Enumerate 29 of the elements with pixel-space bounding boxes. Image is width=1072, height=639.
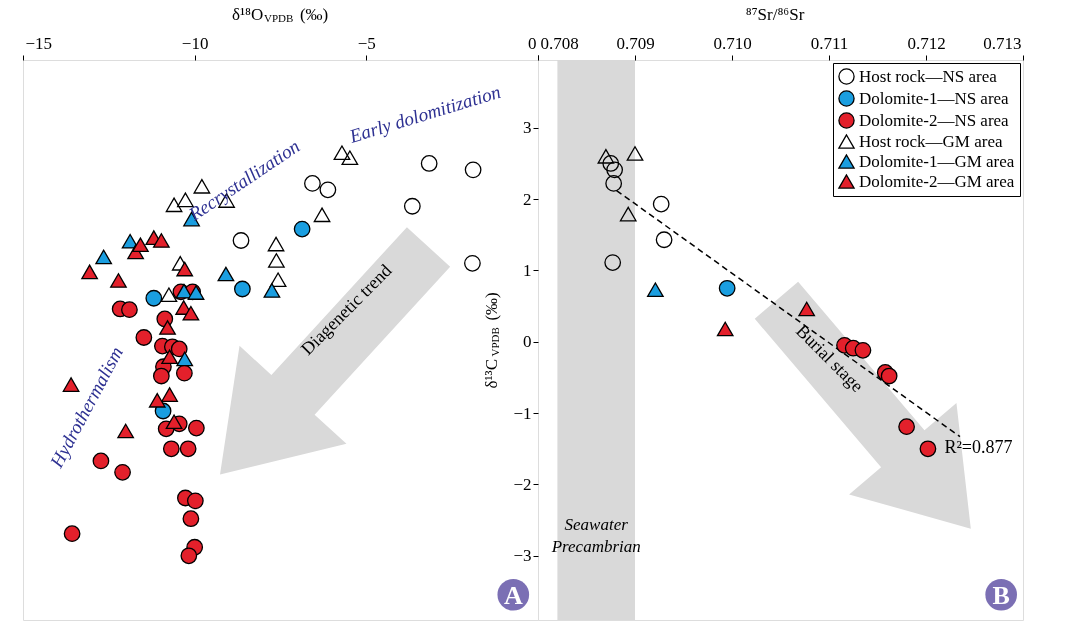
x-tick-label: 0.710 — [713, 33, 752, 53]
x-tick-label: −5 — [357, 33, 376, 53]
annotation: A — [503, 580, 523, 610]
y-tick-label: −3 — [513, 546, 532, 566]
x-axis-title: δ¹⁸OVPDB (‰) — [232, 5, 329, 24]
x-tick-label: −10 — [181, 33, 209, 53]
y-axis-title: δ¹³CVPDB (‰) — [482, 292, 501, 389]
annotation: B — [992, 580, 1010, 610]
x-axis-title: ⁸⁷Sr/⁸⁶Sr — [745, 5, 805, 24]
x-tick-label: 0.711 — [810, 33, 849, 53]
legend-label: Dolomite-1—NS area — [859, 88, 1010, 108]
legend-label: Dolomite-2—NS area — [859, 110, 1010, 130]
y-tick-label: 3 — [523, 118, 532, 138]
x-tick-label: 0.712 — [907, 33, 946, 53]
band-label: Seawater Precambrian — [550, 514, 641, 556]
legend-label: Host rock—GM area — [859, 131, 1003, 151]
y-tick-label: −2 — [513, 474, 532, 494]
x-tick-label: 0.709 — [616, 33, 655, 53]
legend-label: Dolomite-2—GM area — [859, 171, 1015, 191]
legend-label: Host rock—NS area — [859, 66, 998, 86]
y-tick-label: −1 — [513, 403, 532, 423]
x-tick-label: 0.708 — [540, 33, 579, 53]
y-tick-label: 2 — [523, 189, 532, 209]
x-tick-label: 0.713 — [983, 33, 1022, 53]
y-tick-label: 1 — [523, 260, 532, 280]
annotation: R²=0.877 — [944, 437, 1013, 458]
legend-label: Dolomite-1—GM area — [859, 151, 1015, 171]
x-tick-label: −15 — [25, 33, 53, 53]
y-tick-label: 0 — [523, 332, 532, 352]
